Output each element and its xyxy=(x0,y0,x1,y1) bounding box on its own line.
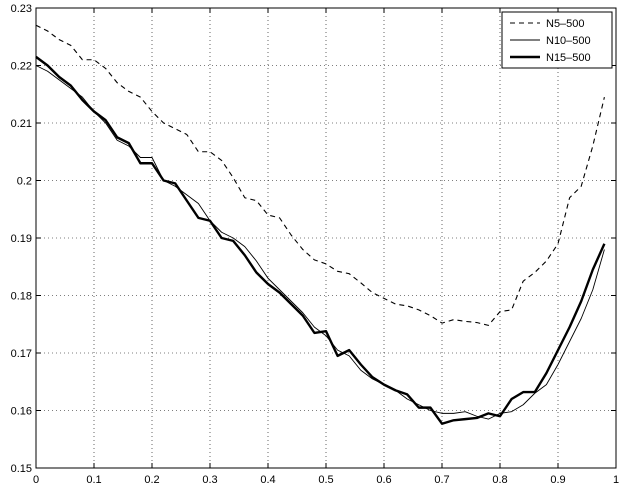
x-tick-label: 0.5 xyxy=(318,474,333,486)
x-tick-label: 1 xyxy=(613,474,619,486)
series-line-thick xyxy=(35,55,606,425)
grid xyxy=(36,8,616,468)
legend-label: N5–500 xyxy=(546,18,585,30)
axes: 0 0.1 0.2 0.3 0.4 0.5 0.6 0.7 0.8 0.9 1 0.15 0.16 0.1… xyxy=(11,3,619,486)
x-tick-label: 0.1 xyxy=(86,474,101,486)
series-group xyxy=(35,24,606,425)
y-tick-label: 0.21 xyxy=(11,118,32,130)
x-tick-label: 0.7 xyxy=(434,474,449,486)
x-tick-label: 0 xyxy=(33,474,39,486)
x-tick-label: 0.2 xyxy=(144,474,159,486)
y-tick-label: 0.2 xyxy=(17,176,32,188)
series-line-dashed xyxy=(35,24,605,326)
legend-label: N15–500 xyxy=(546,52,591,64)
y-tick-label: 0.16 xyxy=(11,406,32,418)
y-tick-label: 0.19 xyxy=(11,233,32,245)
x-tick-label: 0.4 xyxy=(260,474,275,486)
x-tick-label: 0.9 xyxy=(550,474,565,486)
legend-label: N10–500 xyxy=(546,35,591,47)
y-tick-label: 0.18 xyxy=(11,291,32,303)
legend: N5–500 N10–500 N15–500 xyxy=(501,11,613,69)
y-tick-label: 0.17 xyxy=(11,348,32,360)
y-tick-label: 0.22 xyxy=(11,61,32,73)
x-tick-label: 0.6 xyxy=(376,474,391,486)
y-tick-label: 0.15 xyxy=(11,463,32,475)
x-tick-label: 0.3 xyxy=(202,474,217,486)
y-tick-label: 0.23 xyxy=(11,3,32,15)
x-tick-label: 0.8 xyxy=(492,474,507,486)
